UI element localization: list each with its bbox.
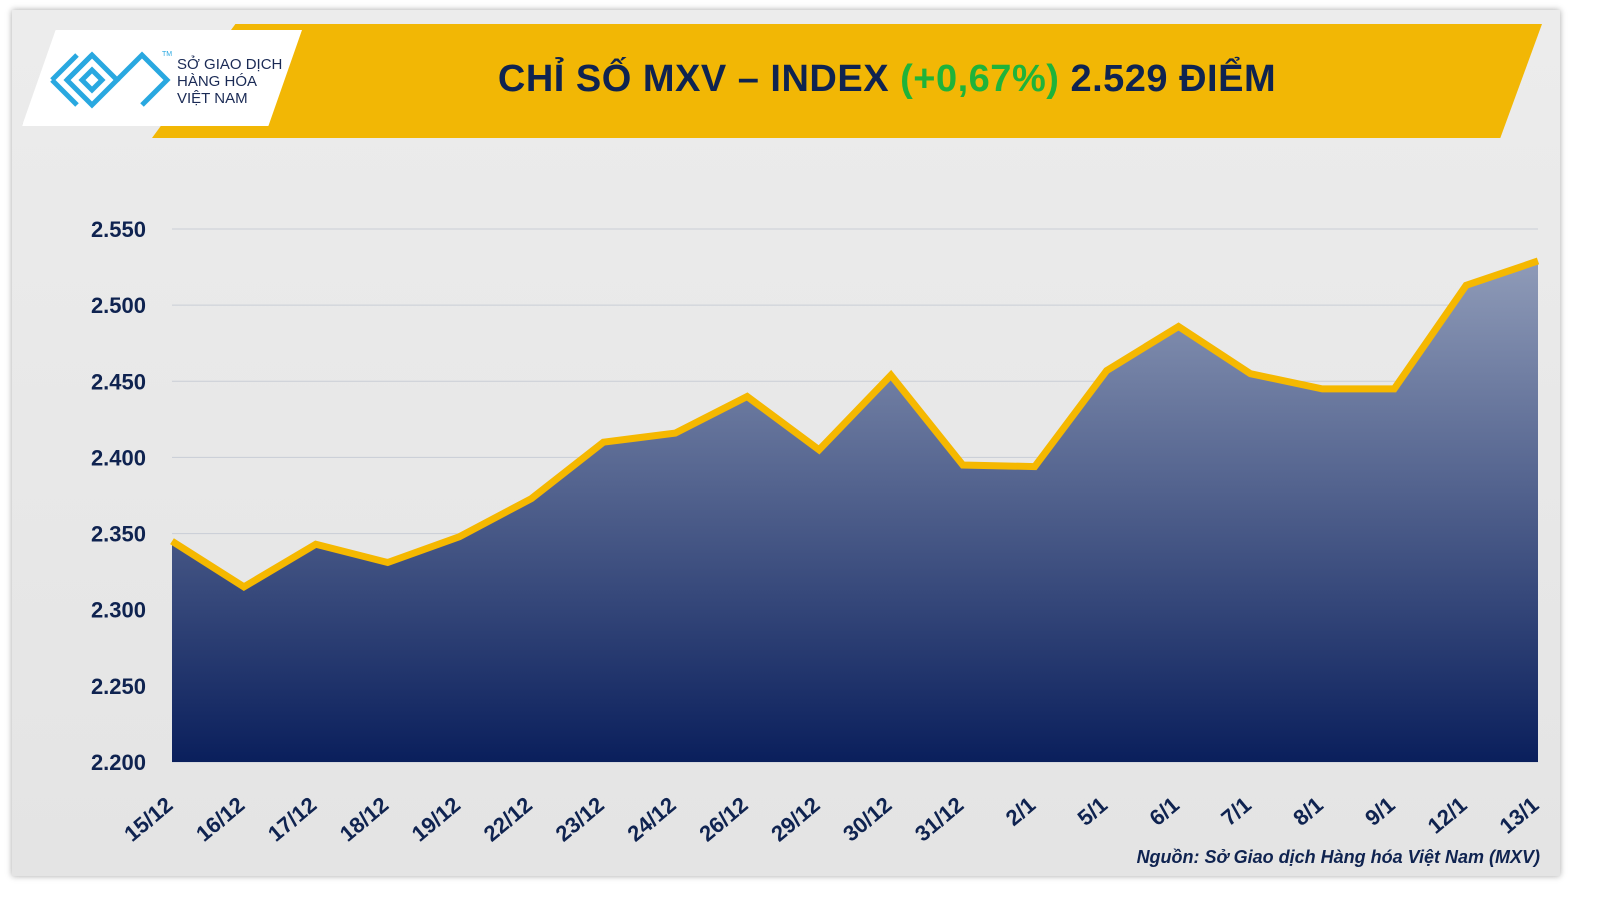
x-tick-label: 16/12 [191, 792, 249, 847]
title-value: 2.529 ĐIỂM [1070, 58, 1277, 100]
logo-mark-icon: TM [50, 51, 172, 109]
x-tick-label: 5/1 [1073, 792, 1113, 831]
y-tick-label: 2.400 [91, 445, 146, 470]
y-tick-label: 2.300 [91, 598, 146, 623]
y-tick-label: 2.450 [91, 369, 146, 394]
x-tick-label: 15/12 [119, 792, 177, 847]
area-fill [172, 260, 1538, 762]
x-tick-label: 12/1 [1423, 792, 1472, 839]
x-tick-label: 22/12 [479, 792, 537, 847]
chart-title: CHỈ SỐ MXV – INDEX (+0,67%) 2.529 ĐIỂM [312, 58, 1462, 101]
title-change: (+0,67%) [900, 58, 1060, 100]
x-tick-label: 2/1 [1001, 792, 1041, 831]
x-tick-label: 31/12 [910, 792, 968, 847]
y-tick-label: 2.200 [91, 750, 146, 775]
source-note: Nguồn: Sở Giao dịch Hàng hóa Việt Nam (M… [1136, 847, 1540, 867]
logo-tm: TM [162, 51, 172, 58]
x-tick-label: 19/12 [407, 792, 465, 847]
y-tick-label: 2.500 [91, 293, 146, 318]
x-tick-label: 9/1 [1360, 792, 1400, 831]
x-tick-label: 7/1 [1216, 792, 1256, 831]
logo-line: VIỆT NAM [177, 90, 248, 107]
x-tick-label: 29/12 [766, 792, 824, 847]
y-tick-label: 2.250 [91, 674, 146, 699]
logo-line: HÀNG HÓA [177, 73, 258, 90]
logo: TM [22, 30, 302, 126]
logo-text: SỞ GIAO DỊCH HÀNG HÓA VIỆT NAM [177, 56, 282, 107]
x-tick-label: 8/1 [1288, 792, 1328, 831]
title-prefix: CHỈ SỐ MXV – INDEX [497, 58, 890, 100]
x-tick-label: 23/12 [551, 792, 609, 847]
x-tick-label: 17/12 [263, 792, 321, 847]
x-tick-label: 26/12 [694, 792, 752, 847]
y-tick-label: 2.550 [91, 217, 146, 242]
title-banner [152, 24, 1542, 138]
series-line [170, 257, 1540, 591]
x-tick-label: 18/12 [335, 792, 393, 847]
x-tick-label: 24/12 [623, 792, 681, 847]
logo-line: SỞ GIAO DỊCH [177, 56, 283, 73]
x-tick-label: 6/1 [1145, 792, 1185, 831]
x-tick-label: 30/12 [838, 792, 896, 847]
y-tick-label: 2.350 [91, 522, 146, 547]
x-tick-label: 13/1 [1495, 792, 1544, 839]
